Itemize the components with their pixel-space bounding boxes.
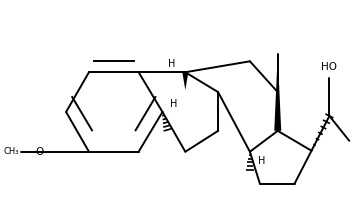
Polygon shape: [182, 72, 188, 90]
Text: O: O: [35, 147, 43, 157]
Text: H: H: [258, 156, 265, 166]
Text: CH₃: CH₃: [4, 147, 20, 156]
Text: HO: HO: [321, 62, 337, 72]
Text: H: H: [168, 59, 175, 69]
Polygon shape: [274, 54, 281, 131]
Text: H: H: [171, 99, 178, 109]
